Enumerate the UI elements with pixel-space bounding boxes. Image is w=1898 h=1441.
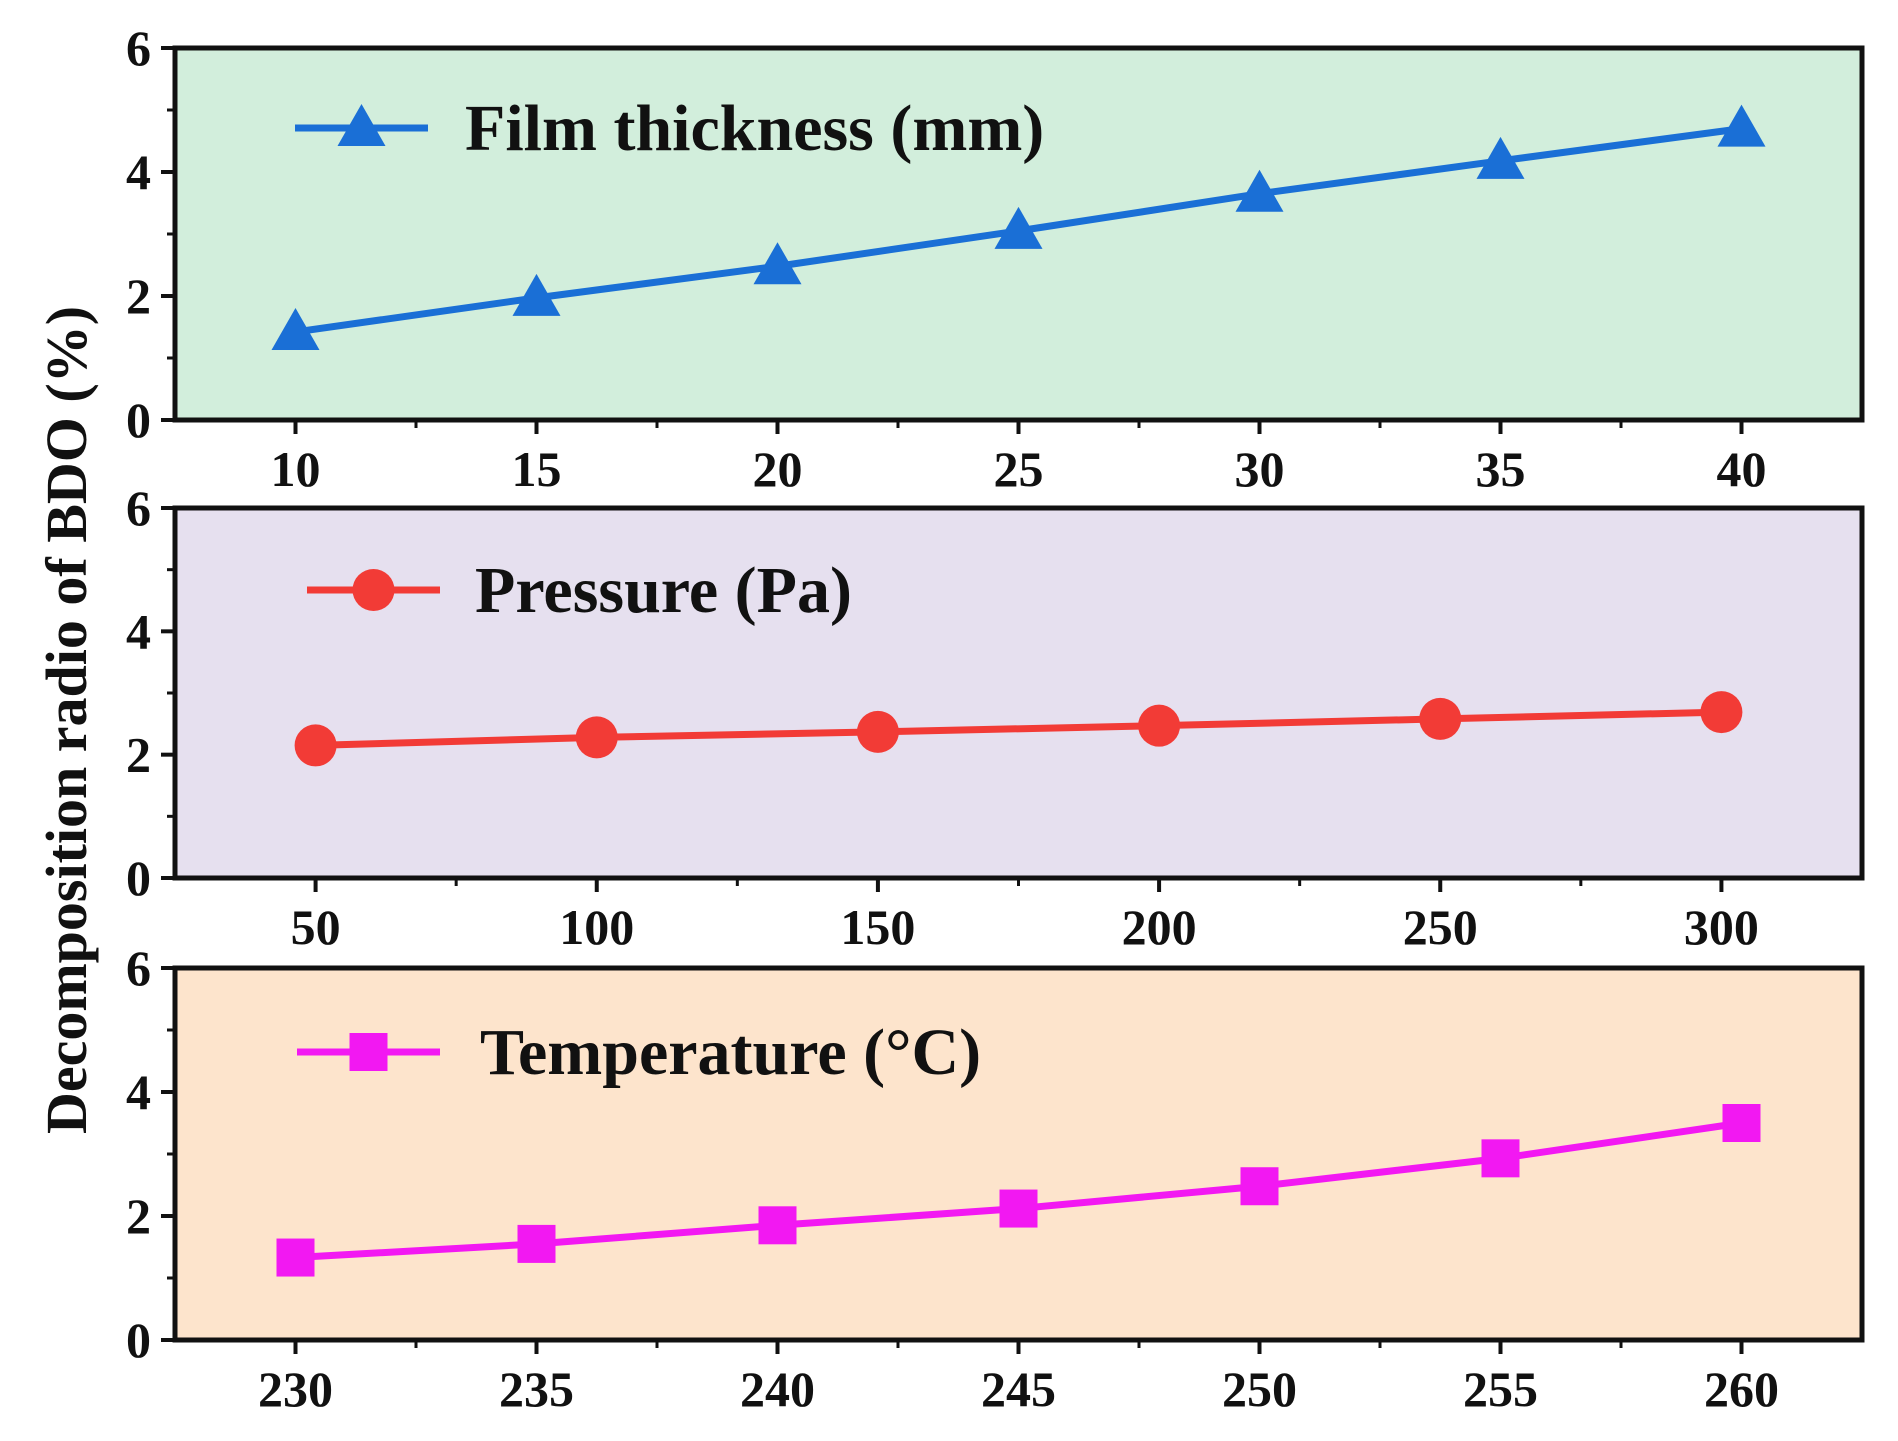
y-tick-label: 2 [126, 727, 151, 783]
x-tick-label: 35 [1476, 441, 1526, 497]
data-point [1481, 1139, 1520, 1178]
data-point [1240, 1167, 1279, 1206]
x-tick-label: 255 [1463, 1361, 1538, 1417]
data-point [994, 206, 1043, 249]
data-point [1722, 1104, 1761, 1142]
plot-frame [172, 45, 1865, 423]
x-tick-label: 25 [994, 441, 1044, 497]
data-point [1419, 697, 1462, 740]
data-point [271, 307, 320, 350]
data-point [512, 273, 561, 316]
plot-background [175, 968, 1862, 1340]
x-tick-label: 245 [981, 1361, 1056, 1417]
data-point [517, 1224, 556, 1263]
x-tick-label: 10 [271, 441, 321, 497]
y-tick-label: 4 [126, 603, 151, 659]
panel-pressure: 50 100 150 200 250 300 0 2 4 6 Pressure (Pa) [126, 480, 1865, 955]
data-point [999, 1189, 1038, 1228]
y-tick-label: 2 [126, 1188, 151, 1244]
data-point [1717, 104, 1766, 147]
legend-marker [337, 104, 386, 146]
y-tick-label: 0 [126, 850, 151, 906]
x-tick-label: 235 [499, 1361, 574, 1417]
plot-background [175, 508, 1862, 878]
data-point [276, 1238, 315, 1277]
x-tick-label: 15 [512, 441, 562, 497]
data-point [753, 242, 802, 285]
y-tick-label: 6 [126, 940, 151, 996]
y-tick-label: 0 [126, 1312, 151, 1368]
panel-film-thickness: 10 15 20 25 30 35 40 0 2 4 6 Film thickness (mm) [126, 20, 1865, 497]
x-tick-label: 240 [740, 1361, 815, 1417]
data-point [1476, 136, 1525, 179]
data-point [294, 724, 337, 767]
panel-temperature: 230 235 240 245 250 255 260 0 2 4 6 Temperature (°C… [126, 940, 1865, 1417]
data-point [575, 716, 618, 759]
data-point [1138, 704, 1181, 747]
y-tick-label: 4 [126, 144, 151, 200]
data-point [1235, 169, 1284, 212]
legend-label: Temperature (°C) [480, 1016, 981, 1089]
series-line [315, 708, 1722, 749]
x-tick-label: 250 [1222, 1361, 1297, 1417]
x-tick-label: 200 [1122, 899, 1197, 955]
legend-label: Film thickness (mm) [465, 92, 1044, 165]
x-tick-label: 50 [291, 899, 341, 955]
x-tick-label: 20 [753, 441, 803, 497]
y-tick-label: 6 [126, 480, 151, 536]
x-tick-label: 40 [1717, 441, 1767, 497]
legend-label: Pressure (Pa) [475, 554, 852, 627]
y-tick-label: 2 [126, 268, 151, 324]
x-tick-label: 250 [1403, 899, 1478, 955]
x-tick-label: 230 [258, 1361, 333, 1417]
plot-frame [172, 505, 1865, 881]
legend-marker [349, 1033, 388, 1071]
x-tick-label: 300 [1684, 899, 1759, 955]
y-tick-label: 0 [126, 392, 151, 448]
y-tick-label: 6 [126, 20, 151, 76]
legend-marker [352, 569, 395, 611]
x-tick-label: 30 [1235, 441, 1285, 497]
x-tick-label: 100 [559, 899, 634, 955]
plot-frame [172, 965, 1865, 1343]
data-point [856, 710, 899, 753]
data-point [758, 1206, 797, 1245]
x-tick-label: 150 [840, 899, 915, 955]
x-tick-label: 260 [1704, 1361, 1779, 1417]
y-tick-label: 4 [126, 1064, 151, 1120]
y-axis-label: Decomposition radio of BDO (%) [34, 306, 99, 1134]
data-point [1700, 691, 1743, 734]
